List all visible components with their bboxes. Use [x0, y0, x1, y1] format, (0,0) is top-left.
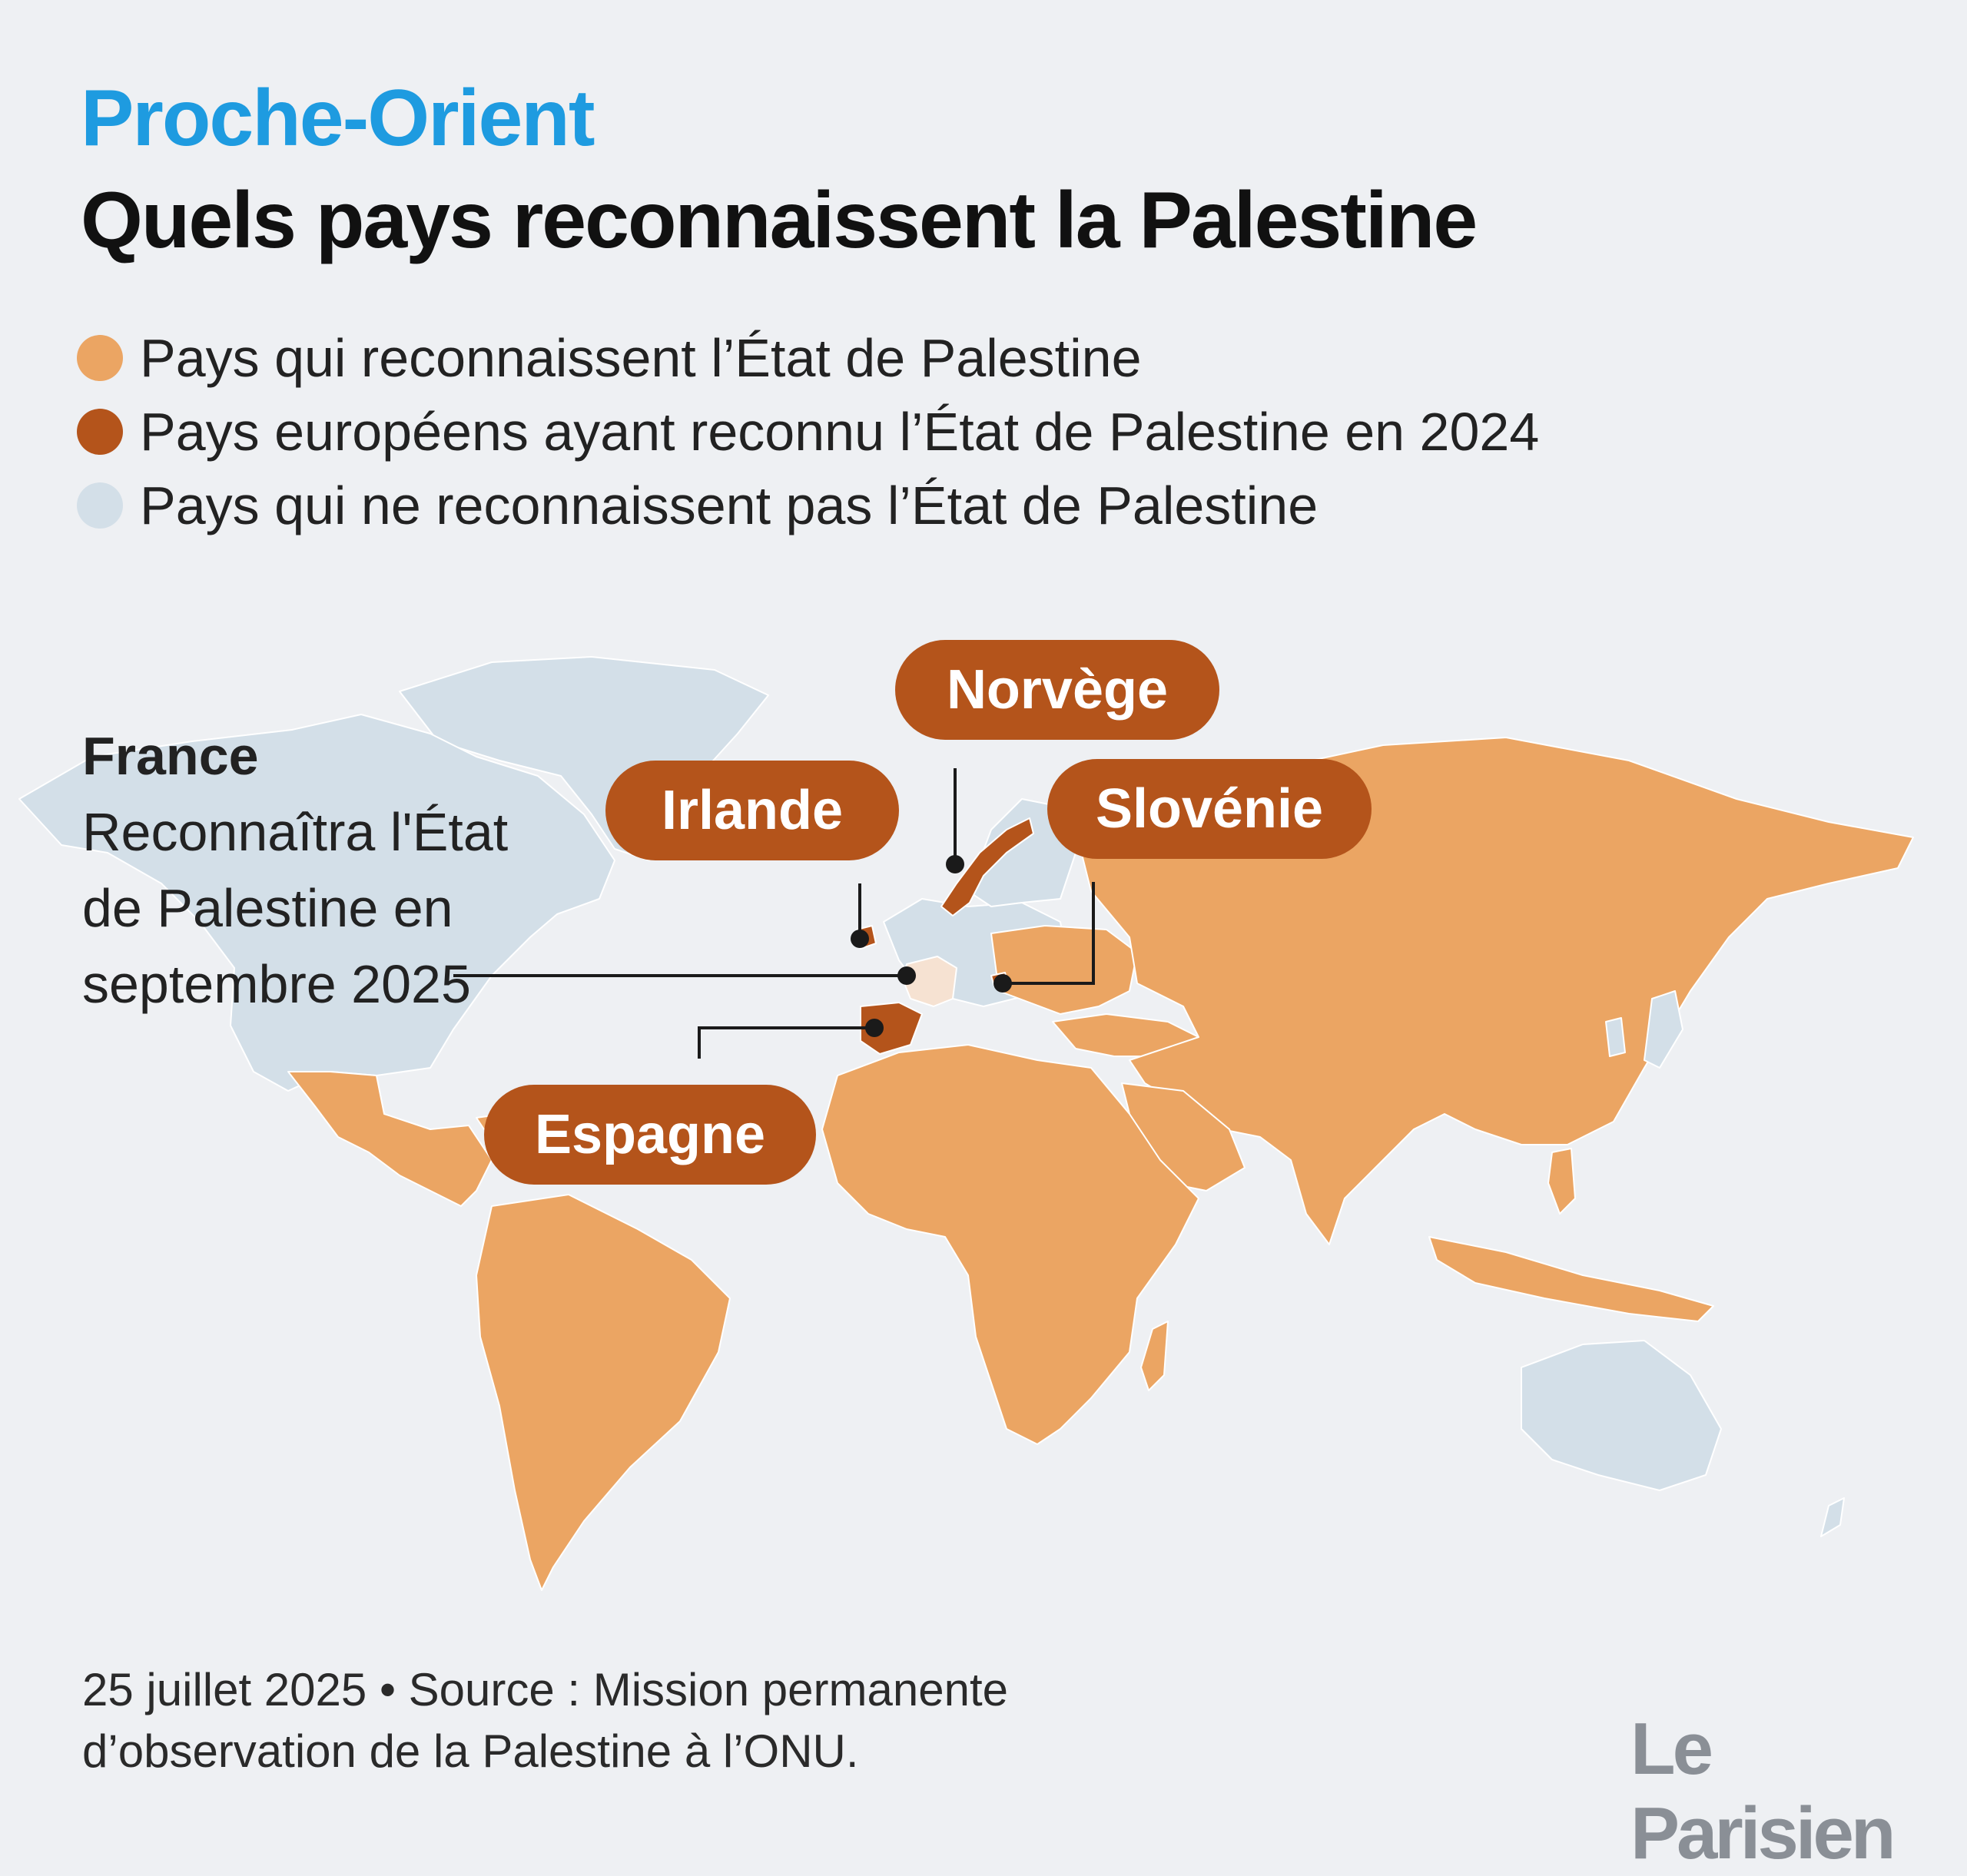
- callout-label: Slovénie: [1095, 778, 1324, 840]
- country-norway: [940, 817, 1034, 916]
- world-map: [18, 656, 1914, 1591]
- leader-line-slovenia: [1003, 882, 1095, 985]
- callout-label: Norvège: [946, 659, 1169, 721]
- leader-line-spain: [698, 1026, 874, 1059]
- france-name: France: [82, 726, 259, 786]
- legend: Pays qui reconnaissent l’État de Palesti…: [77, 321, 1539, 542]
- callout-ireland: Irlande: [605, 761, 899, 860]
- france-annotation: France Reconnaîtra l'État de Palestine e…: [82, 718, 512, 1023]
- source-note: 25 juillet 2025 • Source : Mission perma…: [82, 1659, 1008, 1782]
- page-title: Quels pays reconnaissent la Palestine: [81, 176, 1478, 265]
- marker-norway: [946, 855, 964, 873]
- legend-dot-recognize: [77, 335, 123, 381]
- marker-slovenia: [993, 974, 1012, 993]
- legend-item-not-recognize: Pays qui ne reconnaissent pas l’État de …: [77, 469, 1539, 542]
- source-line-1: 25 juillet 2025 • Source : Mission perma…: [82, 1664, 1009, 1715]
- logo: Le Parisien: [1630, 1708, 1896, 1874]
- legend-item-recognize: Pays qui reconnaissent l’État de Palesti…: [77, 321, 1539, 395]
- legend-item-europe-2024: Pays européens ayant reconnu l’État de P…: [77, 395, 1539, 469]
- source-line-2: d’observation de la Palestine à l’ONU.: [82, 1725, 859, 1777]
- callout-spain: Espagne: [484, 1085, 816, 1185]
- marker-spain: [865, 1019, 884, 1037]
- legend-dot-europe-2024: [77, 409, 123, 455]
- callout-slovenia: Slovénie: [1047, 759, 1372, 859]
- legend-dot-not-recognize: [77, 482, 123, 529]
- callout-norway: Norvège: [895, 640, 1219, 740]
- southeast-asia: [1428, 1236, 1714, 1322]
- france-note: Reconnaîtra l'État de Palestine en septe…: [82, 802, 509, 1014]
- country-spain: [860, 1002, 923, 1055]
- callout-label: Irlande: [661, 780, 844, 841]
- korea: [1605, 1017, 1626, 1057]
- south-america: [476, 1194, 731, 1591]
- legend-label: Pays qui reconnaissent l’État de Palesti…: [140, 328, 1142, 388]
- philippines: [1547, 1148, 1576, 1215]
- africa: [821, 1044, 1199, 1445]
- legend-label: Pays qui ne reconnaissent pas l’État de …: [140, 476, 1319, 535]
- japan: [1644, 990, 1683, 1069]
- callout-label: Espagne: [534, 1104, 766, 1165]
- russia-asia: [1075, 737, 1914, 1245]
- europe-east: [990, 925, 1138, 1015]
- mexico-central-america: [287, 1071, 493, 1207]
- new-zealand: [1820, 1497, 1845, 1537]
- marker-france: [897, 966, 916, 985]
- legend-label: Pays européens ayant reconnu l’État de P…: [140, 402, 1540, 462]
- madagascar: [1140, 1321, 1169, 1391]
- australia: [1521, 1340, 1722, 1491]
- kicker: Proche-Orient: [81, 74, 595, 163]
- marker-ireland: [851, 930, 869, 948]
